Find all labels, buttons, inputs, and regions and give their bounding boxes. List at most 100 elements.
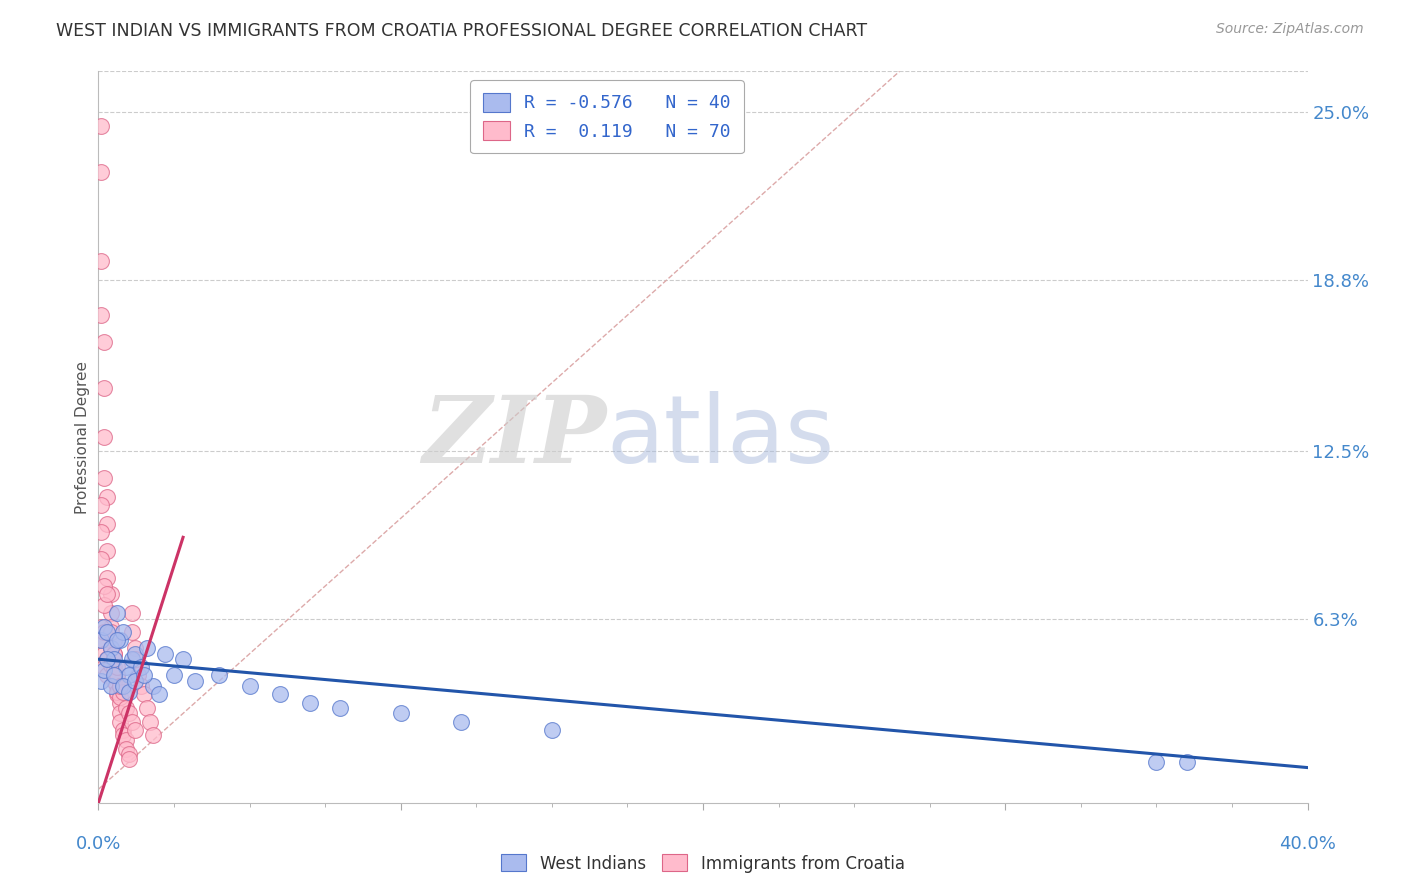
- Point: [105, 668, 128, 682]
- Point: [103, 673, 125, 688]
- Point: [100, 657, 122, 672]
- Point: [108, 714, 131, 729]
- Point: [124, 652, 146, 666]
- Text: ZIP: ZIP: [422, 392, 606, 482]
- Point: [103, 663, 125, 677]
- Point: [118, 747, 141, 761]
- Point: [93, 660, 115, 674]
- Point: [90, 254, 112, 268]
- Point: [111, 679, 134, 693]
- Point: [100, 587, 122, 601]
- Point: [111, 625, 134, 640]
- Point: [90, 524, 112, 539]
- Point: [450, 714, 472, 729]
- Point: [105, 684, 128, 698]
- Point: [540, 723, 562, 737]
- Point: [299, 696, 322, 710]
- Point: [132, 688, 155, 702]
- Point: [132, 668, 155, 682]
- Point: [90, 164, 112, 178]
- Text: 40.0%: 40.0%: [1279, 835, 1336, 854]
- Point: [100, 620, 122, 634]
- Point: [93, 579, 115, 593]
- Point: [93, 598, 115, 612]
- Point: [93, 625, 115, 640]
- Point: [100, 625, 122, 640]
- Point: [121, 714, 143, 729]
- Point: [105, 660, 128, 674]
- Point: [184, 673, 207, 688]
- Point: [129, 660, 152, 674]
- Point: [103, 660, 125, 674]
- Point: [114, 660, 136, 674]
- Point: [96, 668, 118, 682]
- Point: [105, 679, 128, 693]
- Point: [96, 571, 118, 585]
- Point: [108, 690, 131, 705]
- Point: [96, 544, 118, 558]
- Point: [111, 684, 134, 698]
- Point: [127, 668, 149, 682]
- Point: [103, 652, 125, 666]
- Point: [90, 119, 112, 133]
- Text: Source: ZipAtlas.com: Source: ZipAtlas.com: [1216, 22, 1364, 37]
- Point: [93, 620, 115, 634]
- Point: [108, 706, 131, 721]
- Point: [114, 733, 136, 747]
- Point: [239, 679, 262, 693]
- Point: [93, 381, 115, 395]
- Point: [96, 490, 118, 504]
- Point: [121, 606, 143, 620]
- Point: [100, 641, 122, 656]
- Point: [269, 688, 291, 702]
- Point: [93, 663, 115, 677]
- Point: [96, 587, 118, 601]
- Point: [96, 652, 118, 666]
- Point: [111, 723, 134, 737]
- Point: [90, 498, 112, 512]
- Point: [1144, 755, 1167, 769]
- Point: [329, 701, 352, 715]
- Point: [100, 679, 122, 693]
- Point: [108, 633, 131, 648]
- Y-axis label: Professional Degree: Professional Degree: [75, 360, 90, 514]
- Point: [103, 633, 125, 648]
- Point: [114, 701, 136, 715]
- Point: [90, 673, 112, 688]
- Legend: West Indians, Immigrants from Croatia: West Indians, Immigrants from Croatia: [495, 847, 911, 880]
- Point: [118, 752, 141, 766]
- Point: [108, 679, 131, 693]
- Point: [1175, 755, 1198, 769]
- Point: [163, 668, 186, 682]
- Point: [100, 606, 122, 620]
- Text: atlas: atlas: [606, 391, 835, 483]
- Point: [135, 701, 157, 715]
- Point: [114, 741, 136, 756]
- Point: [96, 516, 118, 531]
- Point: [139, 714, 162, 729]
- Point: [90, 308, 112, 322]
- Point: [118, 706, 141, 721]
- Point: [105, 688, 128, 702]
- Point: [111, 728, 134, 742]
- Point: [93, 430, 115, 444]
- Text: WEST INDIAN VS IMMIGRANTS FROM CROATIA PROFESSIONAL DEGREE CORRELATION CHART: WEST INDIAN VS IMMIGRANTS FROM CROATIA P…: [56, 22, 868, 40]
- Point: [108, 679, 131, 693]
- Point: [100, 641, 122, 656]
- Point: [389, 706, 412, 721]
- Point: [118, 684, 141, 698]
- Point: [105, 633, 128, 648]
- Point: [135, 641, 157, 656]
- Point: [90, 633, 112, 648]
- Point: [142, 679, 165, 693]
- Point: [124, 647, 146, 661]
- Point: [103, 647, 125, 661]
- Point: [90, 620, 112, 634]
- Point: [105, 606, 128, 620]
- Point: [90, 633, 112, 648]
- Point: [124, 641, 146, 656]
- Point: [103, 647, 125, 661]
- Point: [93, 335, 115, 350]
- Point: [208, 668, 231, 682]
- Point: [124, 723, 146, 737]
